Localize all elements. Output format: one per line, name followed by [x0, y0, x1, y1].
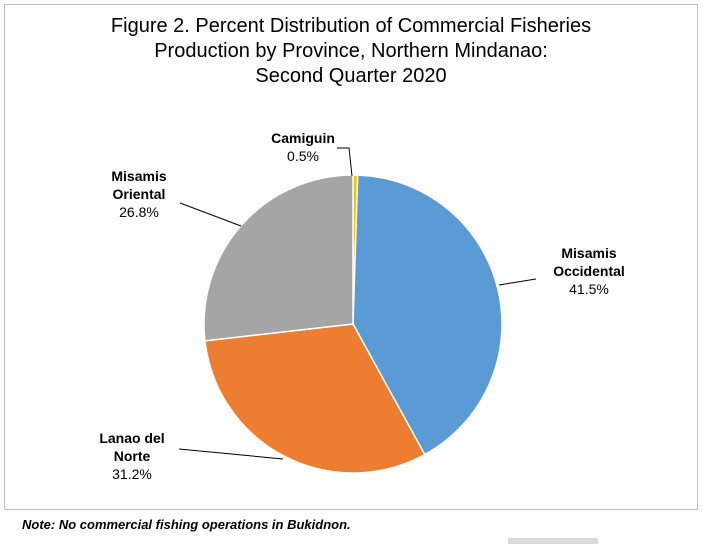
- scroll-indicator: [508, 538, 598, 544]
- chart-title-line-1: Figure 2. Percent Distribution of Commer…: [110, 15, 592, 37]
- slice-label: Misamis Oriental 26.8%: [111, 168, 166, 220]
- pie-slices: [203, 174, 503, 474]
- slice-label: Misamis Occidental 41.5%: [553, 245, 625, 297]
- leader-line: [179, 202, 242, 227]
- pie-slice-misamis-oriental: [203, 174, 354, 342]
- leader-lines: [178, 147, 537, 460]
- leader-line: [178, 448, 284, 460]
- slice-name: Misamis: [561, 245, 616, 261]
- slice-value-label: 26.8%: [119, 204, 159, 220]
- leader-line: [498, 278, 537, 286]
- chart-title: Figure 2. Percent Distribution of Commer…: [4, 14, 698, 89]
- slice-name: Norte: [114, 448, 151, 464]
- slice-name: Misamis: [111, 168, 166, 184]
- slice-labels: Camiguin 0.5% Misamis Occidental 41.5% Lanao …: [99, 130, 624, 482]
- leader-line: [337, 147, 353, 177]
- slice-value-label: 31.2%: [112, 466, 152, 482]
- slice-label: Camiguin 0.5%: [271, 130, 335, 164]
- slice-label: Lanao del Norte 31.2%: [99, 430, 164, 482]
- slice-name: Oriental: [113, 186, 166, 202]
- slice-value-label: 0.5%: [287, 148, 319, 164]
- slice-name: Occidental: [553, 263, 625, 279]
- slice-name: Lanao del: [99, 430, 164, 446]
- bottom-strip: [0, 536, 705, 544]
- slice-value-label: 41.5%: [569, 281, 609, 297]
- slice-name: Camiguin: [271, 130, 335, 146]
- pie-slice-lanao-del-norte: [204, 323, 426, 474]
- chart-title-line-3: Second Quarter 2020: [255, 65, 447, 87]
- footnote: Note: No commercial fishing operations i…: [22, 517, 351, 532]
- pie-slice-misamis-occidental: [352, 174, 503, 456]
- chart-title-line-2: Production by Province, Northern Mindana…: [154, 40, 548, 62]
